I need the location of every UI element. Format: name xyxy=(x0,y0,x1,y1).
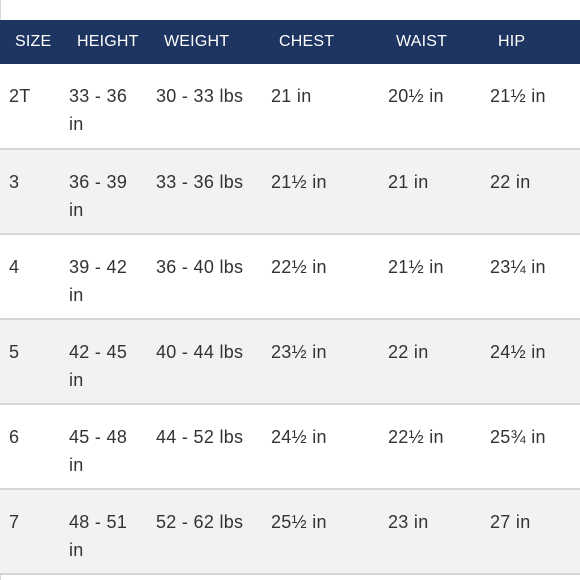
cell-hip: 22 in xyxy=(490,172,531,192)
cell-hip: 21½ in xyxy=(490,86,546,106)
column-header-hip: HIP xyxy=(498,33,526,50)
cell-chest: 25½ in xyxy=(271,512,327,532)
cell-hip: 23¼ in xyxy=(490,257,546,277)
cell-hip: 25¾ in xyxy=(490,427,546,447)
cell-waist: 22 in xyxy=(388,342,429,362)
cell-weight: 36 - 40 lbs xyxy=(156,257,244,277)
table-row: 6 45 - 48 in 44 - 52 lbs 24½ in 22½ in 2… xyxy=(0,404,580,489)
cell-height-text: 39 - 42 in xyxy=(69,257,128,305)
cell-chest: 21 in xyxy=(271,86,312,106)
column-header-size: SIZE xyxy=(15,33,52,50)
cell-waist: 20½ in xyxy=(388,86,444,106)
column-header-weight: WEIGHT xyxy=(164,33,230,50)
cell-chest: 23½ in xyxy=(271,342,327,362)
cell-waist: 22½ in xyxy=(388,427,444,447)
header-row: SIZE HEIGHT WEIGHT CHEST WAIST HIP xyxy=(0,20,580,64)
table-row: 4 39 - 42 in 36 - 40 lbs 22½ in 21½ in 2… xyxy=(0,234,580,319)
table-row: 5 42 - 45 in 40 - 44 lbs 23½ in 22 in 24… xyxy=(0,319,580,404)
cell-waist: 23 in xyxy=(388,512,429,532)
left-border xyxy=(0,0,1,580)
cell-height: 36 - 39 in xyxy=(69,149,156,234)
cell-weight: 52 - 62 lbs xyxy=(156,512,244,532)
column-header-height: HEIGHT xyxy=(77,33,139,50)
cell-chest: 21½ in xyxy=(271,172,327,192)
column-header-waist: WAIST xyxy=(396,33,448,50)
table-body: 2T 33 - 36 in 30 - 33 lbs 21 in 20½ in 2… xyxy=(0,64,580,574)
cell-size: 2T xyxy=(9,86,31,106)
cell-waist: 21 in xyxy=(388,172,429,192)
table-header: SIZE HEIGHT WEIGHT CHEST WAIST HIP xyxy=(0,20,580,64)
cell-hip: 24½ in xyxy=(490,342,546,362)
cell-height-text: 45 - 48 in xyxy=(69,427,128,475)
cell-size: 3 xyxy=(9,172,20,192)
cell-weight: 30 - 33 lbs xyxy=(156,86,244,106)
cell-chest: 24½ in xyxy=(271,427,327,447)
column-header-chest: CHEST xyxy=(279,33,335,50)
cell-size: 4 xyxy=(9,257,20,277)
cell-height-text: 42 - 45 in xyxy=(69,342,128,390)
cell-size: 5 xyxy=(9,342,20,362)
cell-height: 48 - 51 in xyxy=(69,489,156,574)
cell-height-text: 36 - 39 in xyxy=(69,172,128,220)
table-row: 7 48 - 51 in 52 - 62 lbs 25½ in 23 in 27… xyxy=(0,489,580,574)
cell-waist: 21½ in xyxy=(388,257,444,277)
cell-height-text: 33 - 36 in xyxy=(69,86,128,134)
cell-weight: 40 - 44 lbs xyxy=(156,342,244,362)
cell-height: 33 - 36 in xyxy=(69,64,156,149)
cell-height: 45 - 48 in xyxy=(69,404,156,489)
cell-size: 7 xyxy=(9,512,20,532)
table-row: 2T 33 - 36 in 30 - 33 lbs 21 in 20½ in 2… xyxy=(0,64,580,149)
cell-weight: 44 - 52 lbs xyxy=(156,427,244,447)
cell-height: 39 - 42 in xyxy=(69,234,156,319)
size-chart-table: SIZE HEIGHT WEIGHT CHEST WAIST HIP 2T 33… xyxy=(0,20,580,575)
cell-size: 6 xyxy=(9,427,20,447)
cell-height: 42 - 45 in xyxy=(69,319,156,404)
top-margin xyxy=(0,0,580,20)
cell-weight: 33 - 36 lbs xyxy=(156,172,244,192)
table-row: 3 36 - 39 in 33 - 36 lbs 21½ in 21 in 22… xyxy=(0,149,580,234)
cell-height-text: 48 - 51 in xyxy=(69,512,128,560)
cell-chest: 22½ in xyxy=(271,257,327,277)
cell-hip: 27 in xyxy=(490,512,531,532)
